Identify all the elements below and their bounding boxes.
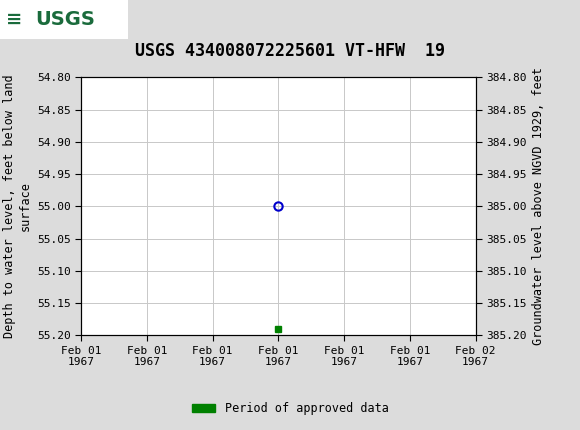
Y-axis label: Groundwater level above NGVD 1929, feet: Groundwater level above NGVD 1929, feet bbox=[532, 68, 545, 345]
Text: USGS 434008072225601 VT-HFW  19: USGS 434008072225601 VT-HFW 19 bbox=[135, 42, 445, 60]
Text: ≡: ≡ bbox=[6, 10, 22, 29]
Bar bbox=[0, 0, 128, 39]
Legend: Period of approved data: Period of approved data bbox=[187, 397, 393, 420]
Text: USGS: USGS bbox=[35, 10, 95, 29]
Y-axis label: Depth to water level, feet below land
surface: Depth to water level, feet below land su… bbox=[3, 74, 31, 338]
